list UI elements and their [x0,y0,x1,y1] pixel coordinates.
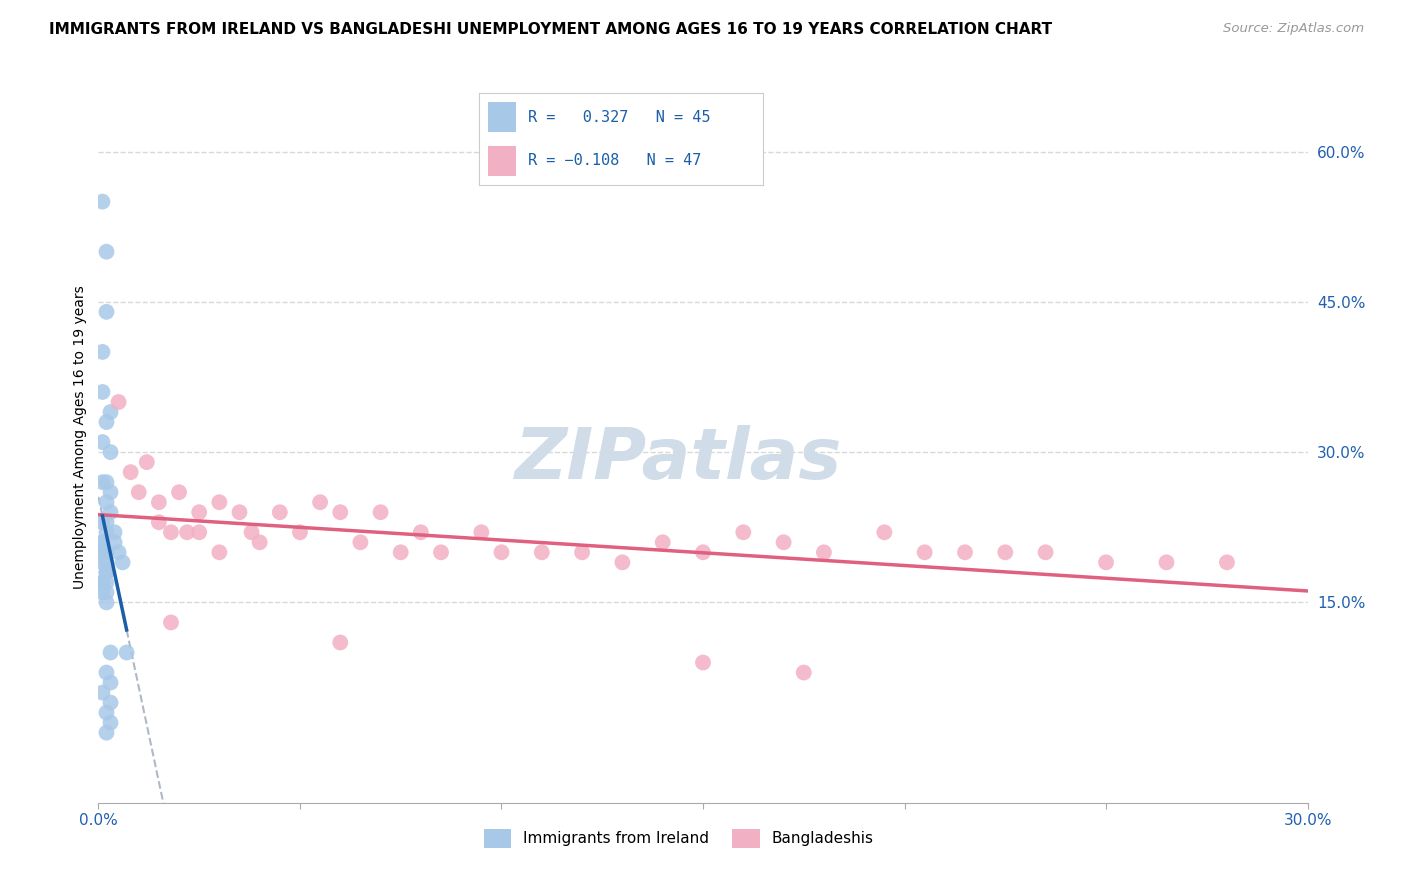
Point [430,545,453,559]
Point [240,525,263,540]
Point [91,685,114,699]
Point [1035,545,1057,559]
Point [160,615,183,630]
Point [100,405,122,419]
Point [91,384,114,399]
Point [91,575,114,590]
Text: Source: ZipAtlas.com: Source: ZipAtlas.com [1223,22,1364,36]
Point [96,545,118,559]
Text: ZIPatlas: ZIPatlas [515,425,842,493]
Point [953,545,976,559]
Point [91,535,114,549]
Point [96,575,118,590]
Point [96,244,118,259]
Point [692,545,714,559]
Point [96,495,118,509]
Point [91,585,114,599]
Point [208,495,231,509]
Point [120,465,142,479]
Y-axis label: Unemployment Among Ages 16 to 19 years: Unemployment Among Ages 16 to 19 years [73,285,87,589]
Point [91,345,114,359]
Point [651,535,673,549]
Point [793,665,815,680]
Point [103,535,125,549]
Point [91,575,114,590]
Point [612,555,634,569]
Point [96,665,118,680]
Point [100,485,122,500]
Point [107,395,129,409]
Point [1095,555,1118,569]
Point [692,656,714,670]
Point [91,545,114,559]
Point [208,545,231,559]
Point [96,305,118,319]
Point [1156,555,1178,569]
Point [491,545,513,559]
Point [91,475,114,490]
Point [409,525,432,540]
Point [288,525,311,540]
Point [228,505,250,519]
Point [96,566,118,580]
Point [100,445,122,459]
Point [91,515,114,529]
Point [772,535,794,549]
Point [329,635,352,649]
Point [160,525,183,540]
Point [1216,555,1239,569]
Point [309,495,332,509]
Point [103,525,125,540]
Point [249,535,271,549]
Point [349,535,371,549]
Point [96,566,118,580]
Point [135,455,157,469]
Point [914,545,936,559]
Point [91,535,114,549]
Point [167,485,190,500]
Point [100,505,122,519]
Point [96,475,118,490]
Point [96,415,118,429]
Point [100,696,122,710]
Point [91,555,114,569]
Point [96,725,118,739]
Point [128,485,150,500]
Point [100,715,122,730]
Point [813,545,835,559]
Point [111,555,134,569]
Point [389,545,412,559]
Point [733,525,755,540]
Point [148,495,170,509]
Point [370,505,392,519]
Point [91,435,114,450]
Point [994,545,1017,559]
Point [100,646,122,660]
Point [176,525,198,540]
Point [91,194,114,209]
Point [571,545,593,559]
Text: IMMIGRANTS FROM IRELAND VS BANGLADESHI UNEMPLOYMENT AMONG AGES 16 TO 19 YEARS CO: IMMIGRANTS FROM IRELAND VS BANGLADESHI U… [49,22,1052,37]
Point [91,545,114,559]
Point [148,515,170,529]
Point [96,706,118,720]
Point [100,675,122,690]
Point [188,525,211,540]
Point [107,545,129,559]
Point [96,525,118,540]
Point [329,505,352,519]
Point [96,515,118,529]
Point [530,545,553,559]
Point [96,585,118,599]
Point [96,555,118,569]
Point [470,525,492,540]
Point [873,525,896,540]
Point [115,646,138,660]
Point [188,505,211,519]
Legend: Immigrants from Ireland, Bangladeshis: Immigrants from Ireland, Bangladeshis [478,822,880,854]
Point [96,595,118,609]
Point [269,505,291,519]
